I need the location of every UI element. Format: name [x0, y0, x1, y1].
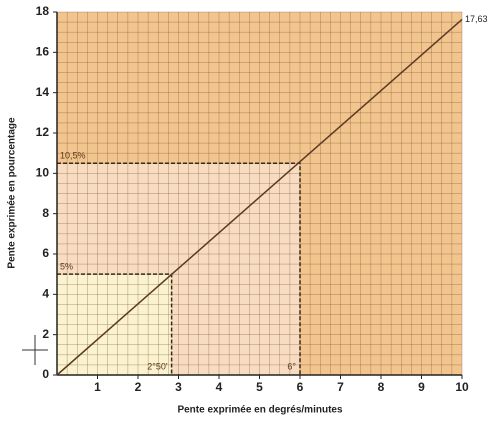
- crosshair: [22, 335, 48, 365]
- x-tick-label: 2: [135, 380, 142, 394]
- x-tick-label: 8: [378, 380, 385, 394]
- y-tick-label: 12: [36, 125, 50, 139]
- x-tick-label: 10: [455, 380, 469, 394]
- x-tick-label: 3: [175, 380, 182, 394]
- y-tick-label: 16: [36, 45, 50, 59]
- guide-y-label: 10,5%: [60, 151, 86, 161]
- x-tick-label: 4: [216, 380, 223, 394]
- x-tick-label: 6: [297, 380, 304, 394]
- guide-line: [57, 162, 301, 375]
- y-tick-label: 0: [42, 367, 49, 381]
- guide-y-label: 5%: [60, 262, 73, 272]
- value-label: 17,63: [465, 14, 488, 24]
- x-tick-label: 9: [418, 380, 425, 394]
- y-tick-label: 8: [42, 206, 49, 220]
- x-tick-label: 7: [337, 380, 344, 394]
- data-line: [56, 18, 463, 376]
- y-tick-label: 14: [36, 85, 50, 99]
- y-tick-label: 4: [42, 287, 49, 301]
- y-tick-label: 18: [36, 4, 50, 18]
- y-axis-title: Pente exprimée en pourcentage: [7, 117, 18, 269]
- guide-x-label: 2°50': [147, 361, 168, 371]
- y-tick-label: 6: [42, 246, 49, 260]
- y-tick-label: 2: [42, 327, 49, 341]
- x-axis-title: Pente exprimée en degrés/minutes: [177, 405, 343, 416]
- y-tick-label: 10: [36, 166, 50, 180]
- x-tick-label: 1: [94, 380, 101, 394]
- x-tick-label: 5: [256, 380, 263, 394]
- guide-x-label: 6°: [287, 361, 296, 371]
